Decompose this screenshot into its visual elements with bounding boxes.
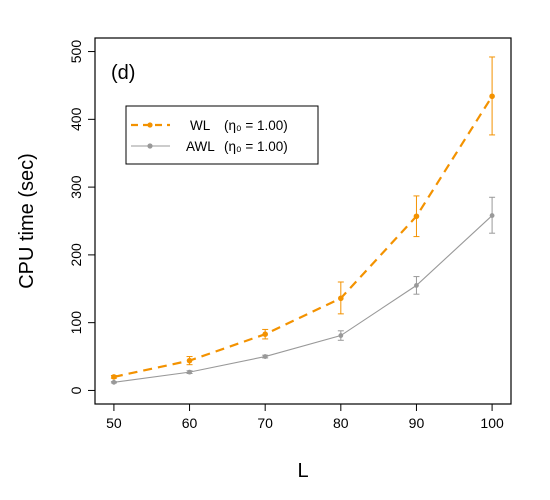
awl-line [113, 215, 493, 383]
x-tick-label: 70 [257, 415, 273, 431]
awl-point [262, 354, 268, 359]
awl-point [489, 213, 495, 218]
legend: WL (η₀ = 1.00) AWL (η₀ = 1.00) [125, 105, 319, 165]
series-layer [110, 56, 496, 385]
y-tick-label: 0 [68, 386, 84, 394]
x-axis: 50 60 70 80 90 100 [106, 404, 504, 431]
legend-wl-marker [147, 122, 153, 128]
legend-box [125, 105, 319, 165]
awl-point [414, 282, 419, 288]
y-tick-label: 200 [68, 243, 84, 267]
wl-line [113, 95, 494, 378]
x-axis-title: L [297, 460, 308, 482]
legend-awl-marker [147, 143, 153, 149]
x-tick-label: 80 [333, 415, 349, 431]
awl-point [111, 379, 117, 385]
panel-label: (d) [111, 62, 135, 84]
wl-point [111, 374, 117, 380]
y-tick-label: 100 [68, 311, 84, 335]
y-axis: 0 100 200 300 400 500 [68, 40, 95, 394]
y-tick-label: 500 [68, 40, 84, 64]
awl-point [338, 333, 344, 338]
y-tick-label: 300 [68, 175, 84, 199]
y-tick-label: 400 [68, 107, 84, 131]
wl-point [489, 93, 495, 100]
legend-wl-label: WL [190, 118, 211, 133]
legend-awl-label: AWL [186, 139, 215, 154]
legend-awl-eta-label: (η₀ = 1.00) [224, 139, 288, 154]
x-tick-label: 60 [182, 415, 198, 431]
series-wl [110, 56, 496, 380]
x-tick-label: 50 [106, 415, 122, 431]
series-awl [110, 196, 496, 385]
legend-wl-eta-label: (η₀ = 1.00) [224, 118, 288, 133]
wl-point [413, 213, 420, 220]
y-axis-title: CPU time (sec) [16, 153, 38, 289]
x-tick-label: 90 [409, 415, 425, 431]
wl-point [186, 357, 193, 364]
wl-point [262, 331, 268, 337]
plot-frame [94, 37, 512, 405]
x-tick-label: 100 [480, 415, 504, 431]
wl-point [338, 295, 344, 302]
awl-point [187, 369, 192, 375]
